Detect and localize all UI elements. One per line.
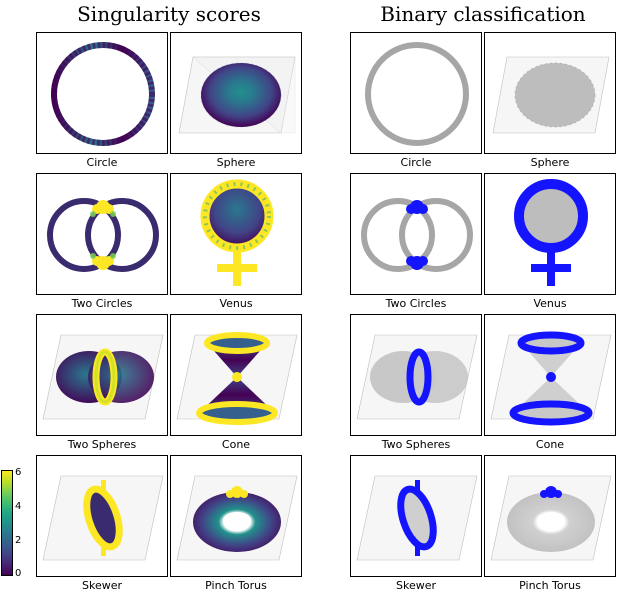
panel-binary-venus: [484, 173, 616, 295]
colorbar: 6 4 2 0: [1, 470, 31, 576]
label-binary-two-spheres: Two Spheres: [350, 438, 482, 451]
label-binary-venus: Venus: [484, 297, 616, 310]
label-binary-sphere: Sphere: [484, 156, 616, 169]
label-scores-two-spheres: Two Spheres: [36, 438, 168, 451]
label-scores-sphere: Sphere: [170, 156, 302, 169]
label-scores-two-circles: Two Circles: [36, 297, 168, 310]
label-binary-cone: Cone: [484, 438, 616, 451]
panel-binary-two-circles: [350, 173, 482, 295]
panel-binary-skewer: [350, 455, 482, 577]
label-scores-cone: Cone: [170, 438, 302, 451]
label-binary-pinch-torus: Pinch Torus: [484, 579, 616, 592]
panel-scores-cone: [170, 314, 302, 436]
panel-scores-circle: [36, 32, 168, 154]
panel-scores-sphere: [170, 32, 302, 154]
colorbar-tick-2: 2: [15, 535, 21, 546]
panel-scores-pinch-torus: [170, 455, 302, 577]
colorbar-gradient: [1, 470, 13, 576]
colorbar-tick-4: 4: [15, 501, 21, 512]
label-scores-venus: Venus: [170, 297, 302, 310]
panel-scores-venus: [170, 173, 302, 295]
panel-binary-pinch-torus: [484, 455, 616, 577]
panel-scores-two-circles: [36, 173, 168, 295]
panel-binary-circle: [350, 32, 482, 154]
figure-root: Singularity scores Binary classification…: [0, 0, 640, 612]
label-scores-pinch-torus: Pinch Torus: [170, 579, 302, 592]
panel-binary-sphere: [484, 32, 616, 154]
panel-binary-cone: [484, 314, 616, 436]
colorbar-tick-6: 6: [15, 467, 21, 478]
label-scores-skewer: Skewer: [36, 579, 168, 592]
panel-binary-two-spheres: [350, 314, 482, 436]
panel-scores-skewer: [36, 455, 168, 577]
right-column-title: Binary classification: [350, 2, 616, 26]
panel-scores-two-spheres: [36, 314, 168, 436]
colorbar-tick-0: 0: [15, 568, 21, 579]
label-binary-two-circles: Two Circles: [350, 297, 482, 310]
label-binary-circle: Circle: [350, 156, 482, 169]
label-binary-skewer: Skewer: [350, 579, 482, 592]
left-column-title: Singularity scores: [36, 2, 302, 26]
label-scores-circle: Circle: [36, 156, 168, 169]
